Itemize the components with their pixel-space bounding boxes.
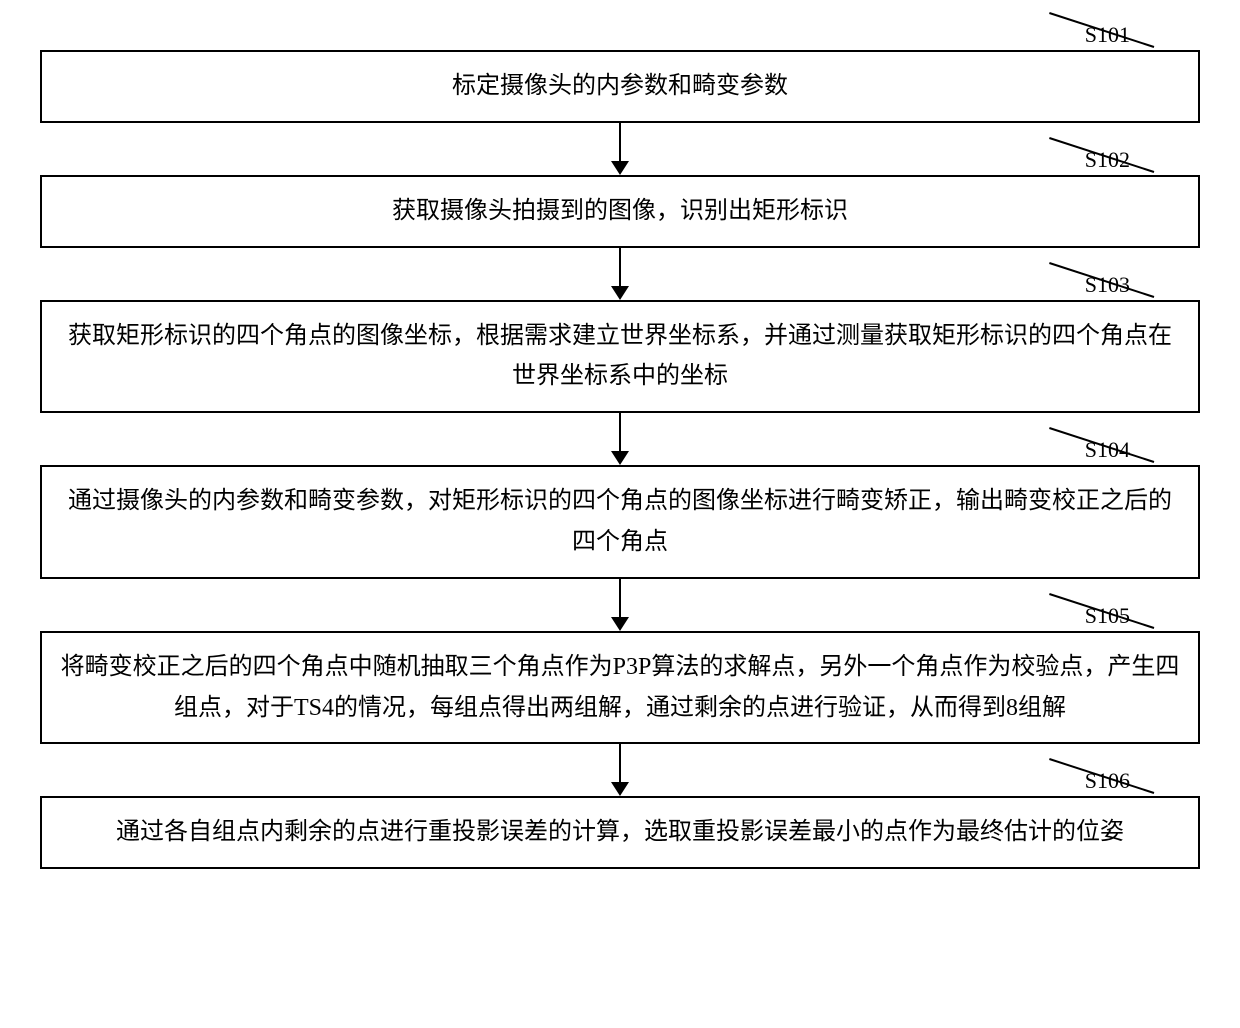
flowchart-step: S104 通过摄像头的内参数和畸变参数，对矩形标识的四个角点的图像坐标进行畸变矫… bbox=[40, 465, 1200, 579]
step-box: 通过摄像头的内参数和畸变参数，对矩形标识的四个角点的图像坐标进行畸变矫正，输出畸… bbox=[40, 465, 1200, 579]
flow-arrow bbox=[611, 579, 629, 631]
step-box: 标定摄像头的内参数和畸变参数 bbox=[40, 50, 1200, 123]
step-box: 通过各自组点内剩余的点进行重投影误差的计算，选取重投影误差最小的点作为最终估计的… bbox=[40, 796, 1200, 869]
flow-arrow bbox=[611, 413, 629, 465]
flowchart-step: S101 标定摄像头的内参数和畸变参数 bbox=[40, 50, 1200, 123]
flow-arrow bbox=[611, 744, 629, 796]
flowchart-step: S105 将畸变校正之后的四个角点中随机抽取三个角点作为P3P算法的求解点，另外… bbox=[40, 631, 1200, 745]
flow-arrow bbox=[611, 123, 629, 175]
flowchart-step: S103 获取矩形标识的四个角点的图像坐标，根据需求建立世界坐标系，并通过测量获… bbox=[40, 300, 1200, 414]
step-box: 获取摄像头拍摄到的图像，识别出矩形标识 bbox=[40, 175, 1200, 248]
step-box: 将畸变校正之后的四个角点中随机抽取三个角点作为P3P算法的求解点，另外一个角点作… bbox=[40, 631, 1200, 745]
flow-arrow bbox=[611, 248, 629, 300]
flowchart-container: S101 标定摄像头的内参数和畸变参数 S102 获取摄像头拍摄到的图像，识别出… bbox=[40, 20, 1200, 869]
step-box: 获取矩形标识的四个角点的图像坐标，根据需求建立世界坐标系，并通过测量获取矩形标识… bbox=[40, 300, 1200, 414]
flowchart-step: S106 通过各自组点内剩余的点进行重投影误差的计算，选取重投影误差最小的点作为… bbox=[40, 796, 1200, 869]
flowchart-step: S102 获取摄像头拍摄到的图像，识别出矩形标识 bbox=[40, 175, 1200, 248]
